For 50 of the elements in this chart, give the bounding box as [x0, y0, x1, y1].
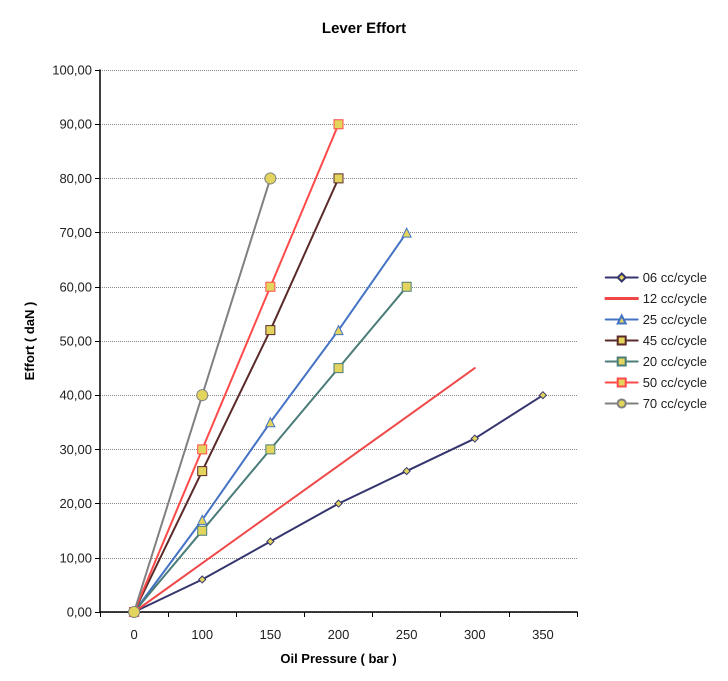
y-tick-label: 70,00: [59, 225, 92, 240]
point: [197, 526, 208, 536]
point: [470, 434, 479, 443]
point: [334, 363, 344, 374]
point: [538, 391, 547, 400]
y-tick-label: 10,00: [59, 550, 92, 566]
point: [334, 173, 344, 184]
point: [196, 389, 208, 402]
y-tick-label: 80,00: [59, 170, 92, 186]
x-tick-label: 150: [260, 627, 282, 642]
legend-label: 12 cc/cycle: [642, 291, 708, 306]
point: [197, 466, 208, 476]
x-tick-label: 250: [396, 627, 418, 642]
x-tick-label: 300: [464, 627, 486, 642]
point: [265, 325, 276, 336]
y-tick-label: 40,00: [59, 388, 92, 403]
point: [197, 514, 208, 525]
point: [264, 172, 276, 184]
chart-title: Lever Effort: [322, 20, 406, 37]
y-tick-label: 60,00: [59, 279, 92, 294]
point: [197, 444, 208, 454]
y-tick-label: 0,00: [66, 604, 92, 620]
y-tick-label: 20,00: [59, 496, 92, 512]
point: [334, 119, 344, 130]
legend-label: 70 cc/cycle: [642, 396, 708, 411]
legend-label: 50 cc/cycle: [642, 375, 708, 390]
x-tick-label: 350: [532, 627, 554, 642]
legend-label: 20 cc/cycle: [642, 354, 708, 369]
y-tick-label: 90,00: [59, 116, 92, 132]
point: [265, 417, 276, 428]
x-tick-label: 0: [130, 627, 138, 642]
point: [402, 467, 411, 476]
point: [334, 500, 342, 508]
point: [402, 228, 412, 238]
y-tick-label: 50,00: [59, 334, 92, 348]
point: [265, 282, 276, 292]
legend-label: 45 cc/cycle: [642, 333, 708, 348]
point: [334, 325, 344, 336]
x-axis-title: Oil Pressure ( bar ): [280, 651, 397, 666]
point: [265, 444, 276, 454]
point: [266, 538, 274, 546]
y-tick-label: 100,00: [52, 62, 92, 78]
x-tick-label: 100: [191, 627, 214, 642]
y-axis-title: Effort ( daN ): [22, 302, 37, 380]
point: [198, 575, 206, 584]
x-tick-label: 200: [328, 627, 350, 642]
y-tick-label: 30,00: [59, 442, 92, 457]
point: [402, 282, 412, 292]
legend-label: 06 cc/cycle: [642, 270, 708, 285]
legend-label: 25 cc/cycle: [642, 312, 708, 327]
